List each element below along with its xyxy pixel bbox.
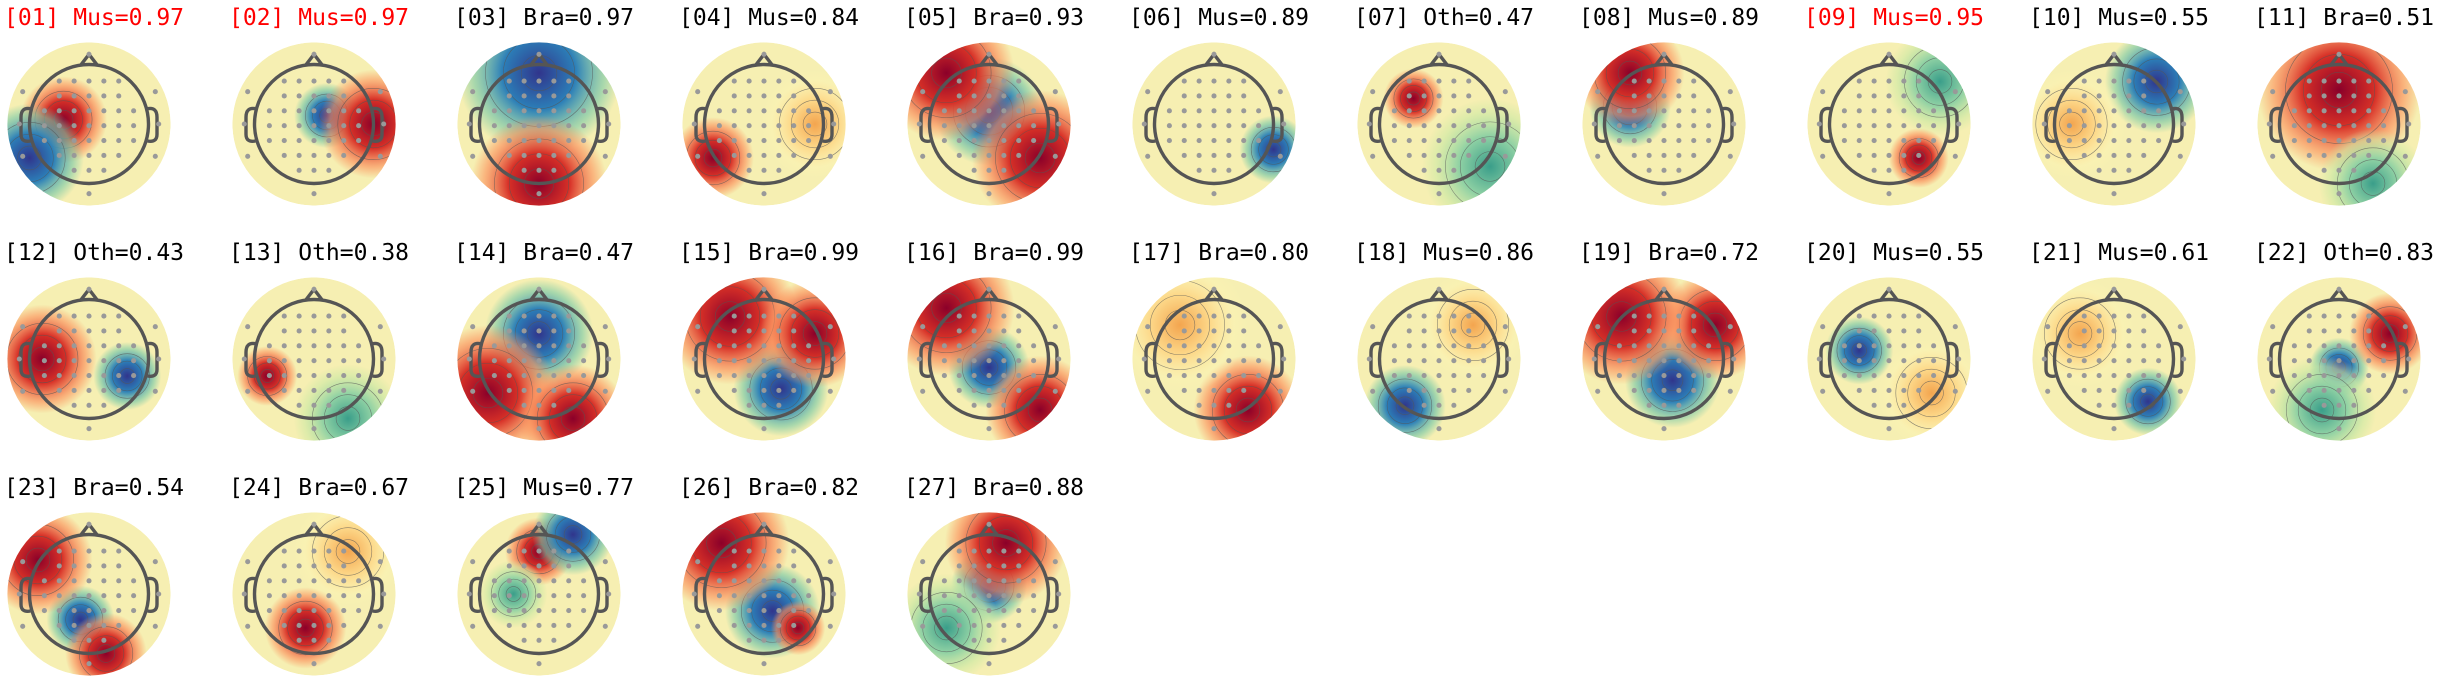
component-cell: [01] Mus=0.97 xyxy=(4,3,229,228)
component-label: [02] Mus=0.97 xyxy=(229,5,410,31)
scalp-topomap xyxy=(232,512,396,676)
component-cell: [02] Mus=0.97 xyxy=(229,3,454,228)
scalp-topomap xyxy=(7,277,171,441)
component-cell: [15] Bra=0.99 xyxy=(679,238,904,463)
component-label: [24] Bra=0.67 xyxy=(229,475,410,501)
scalp-topomap xyxy=(232,277,396,441)
scalp-topomap xyxy=(2032,42,2196,206)
scalp-topomap xyxy=(682,42,846,206)
component-cell: [17] Bra=0.80 xyxy=(1129,238,1354,463)
component-cell: [03] Bra=0.97 xyxy=(454,3,679,228)
component-label: [14] Bra=0.47 xyxy=(454,240,635,266)
scalp-topomap xyxy=(457,42,621,206)
component-label: [25] Mus=0.77 xyxy=(454,475,635,501)
component-label: [10] Mus=0.55 xyxy=(2029,5,2210,31)
component-label: [23] Bra=0.54 xyxy=(4,475,185,501)
component-cell: [19] Bra=0.72 xyxy=(1579,238,1804,463)
scalp-topomap xyxy=(2257,42,2421,206)
scalp-topomap xyxy=(1582,277,1746,441)
component-label: [04] Mus=0.84 xyxy=(679,5,860,31)
component-cell: [18] Mus=0.86 xyxy=(1354,238,1579,463)
component-label: [08] Mus=0.89 xyxy=(1579,5,1760,31)
component-label: [19] Bra=0.72 xyxy=(1579,240,1760,266)
component-cell: [23] Bra=0.54 xyxy=(4,473,229,698)
scalp-topomap xyxy=(1132,277,1296,441)
component-label: [05] Bra=0.93 xyxy=(904,5,1085,31)
component-cell: [12] Oth=0.43 xyxy=(4,238,229,463)
component-cell: [04] Mus=0.84 xyxy=(679,3,904,228)
scalp-topomap xyxy=(907,42,1071,206)
scalp-topomap xyxy=(1582,42,1746,206)
component-label: [12] Oth=0.43 xyxy=(4,240,185,266)
scalp-topomap xyxy=(907,512,1071,676)
component-label: [09] Mus=0.95 xyxy=(1804,5,1985,31)
component-cell: [24] Bra=0.67 xyxy=(229,473,454,698)
scalp-topomap xyxy=(682,277,846,441)
component-label: [07] Oth=0.47 xyxy=(1354,5,1535,31)
component-label: [03] Bra=0.97 xyxy=(454,5,635,31)
component-label: [11] Bra=0.51 xyxy=(2254,5,2435,31)
component-cell: [16] Bra=0.99 xyxy=(904,238,1129,463)
component-label: [01] Mus=0.97 xyxy=(4,5,185,31)
component-label: [20] Mus=0.55 xyxy=(1804,240,1985,266)
scalp-topomap xyxy=(232,42,396,206)
scalp-topomap xyxy=(907,277,1071,441)
scalp-topomap xyxy=(682,512,846,676)
component-cell: [06] Mus=0.89 xyxy=(1129,3,1354,228)
component-cell: [07] Oth=0.47 xyxy=(1354,3,1579,228)
component-cell: [21] Mus=0.61 xyxy=(2029,238,2254,463)
component-label: [16] Bra=0.99 xyxy=(904,240,1085,266)
component-cell: [20] Mus=0.55 xyxy=(1804,238,2029,463)
component-cell: [10] Mus=0.55 xyxy=(2029,3,2254,228)
scalp-topomap xyxy=(2032,277,2196,441)
component-label: [21] Mus=0.61 xyxy=(2029,240,2210,266)
component-label: [06] Mus=0.89 xyxy=(1129,5,1310,31)
scalp-topomap xyxy=(457,512,621,676)
component-label: [15] Bra=0.99 xyxy=(679,240,860,266)
scalp-topomap xyxy=(1807,277,1971,441)
scalp-topomap xyxy=(1357,42,1521,206)
ica-component-grid: [01] Mus=0.97 [02] Mus=0.97 [03] Bra=0.97 [… xyxy=(4,3,2438,676)
scalp-topomap xyxy=(1132,42,1296,206)
scalp-topomap xyxy=(1807,42,1971,206)
scalp-topomap xyxy=(7,512,171,676)
component-cell: [09] Mus=0.95 xyxy=(1804,3,2029,228)
component-cell: [14] Bra=0.47 xyxy=(454,238,679,463)
component-cell: [08] Mus=0.89 xyxy=(1579,3,1804,228)
scalp-topomap xyxy=(1357,277,1521,441)
scalp-topomap xyxy=(7,42,171,206)
component-cell: [27] Bra=0.88 xyxy=(904,473,1129,698)
component-label: [13] Oth=0.38 xyxy=(229,240,410,266)
component-label: [26] Bra=0.82 xyxy=(679,475,860,501)
component-cell: [11] Bra=0.51 xyxy=(2254,3,2438,228)
component-cell: [26] Bra=0.82 xyxy=(679,473,904,698)
component-cell: [13] Oth=0.38 xyxy=(229,238,454,463)
component-label: [22] Oth=0.83 xyxy=(2254,240,2435,266)
component-cell: [05] Bra=0.93 xyxy=(904,3,1129,228)
component-cell: [22] Oth=0.83 xyxy=(2254,238,2438,463)
scalp-topomap xyxy=(457,277,621,441)
scalp-topomap xyxy=(2257,277,2421,441)
component-label: [18] Mus=0.86 xyxy=(1354,240,1535,266)
component-cell: [25] Mus=0.77 xyxy=(454,473,679,698)
component-label: [17] Bra=0.80 xyxy=(1129,240,1310,266)
component-label: [27] Bra=0.88 xyxy=(904,475,1085,501)
